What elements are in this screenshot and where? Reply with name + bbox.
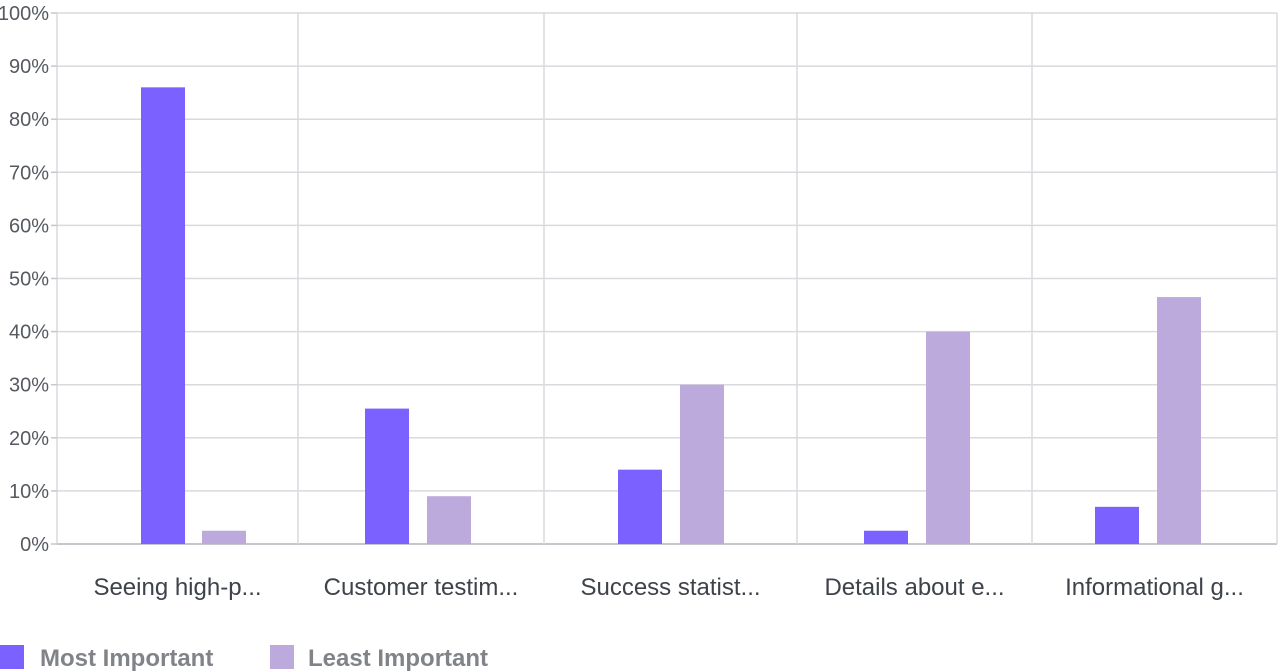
y-tick-label: 40% (9, 322, 49, 344)
y-tick-label: 50% (9, 269, 49, 291)
legend-label-least-important: Least Important (308, 645, 488, 672)
bar-least-important (1157, 297, 1201, 544)
legend-label-most-important: Most Important (40, 645, 213, 672)
y-tick-label: 30% (9, 375, 49, 397)
bar-least-important (680, 384, 724, 544)
legend: Most Important Least Important (0, 645, 488, 672)
grid-lines (56, 12, 1278, 545)
bar-most-important (1095, 506, 1139, 544)
x-category-label: Customer testim... (324, 574, 519, 601)
bar-most-important (365, 408, 409, 544)
bar-least-important (926, 331, 970, 544)
x-category-label: Success statist... (580, 574, 760, 601)
x-category-label: Seeing high-p... (93, 574, 261, 601)
y-tick-label: 10% (9, 481, 49, 503)
x-axis-labels: Seeing high-p... Customer testim... Succes… (93, 574, 1243, 601)
y-tick-label: 60% (9, 215, 49, 237)
bar-least-important (427, 496, 471, 544)
legend-swatch-most-important (0, 645, 24, 669)
bars (141, 87, 1201, 544)
y-tick-label: 70% (9, 162, 49, 184)
y-tick-label: 90% (9, 56, 49, 78)
bar-most-important (141, 87, 185, 544)
bar-most-important (618, 469, 662, 544)
bar-most-important (864, 530, 908, 544)
y-tick-label: 0% (20, 534, 49, 556)
bar-least-important (202, 530, 246, 544)
x-category-label: Details about e... (824, 574, 1004, 601)
legend-swatch-least-important (270, 645, 294, 669)
y-tick-label: 20% (9, 428, 49, 450)
y-tick-label: 80% (9, 109, 49, 131)
y-tick-label: 100% (0, 3, 49, 25)
x-category-label: Informational g... (1065, 574, 1244, 601)
y-axis-ticks: 0% 10% 20% 30% 40% 50% 60% 70% 80% 90% 100% (0, 3, 57, 556)
